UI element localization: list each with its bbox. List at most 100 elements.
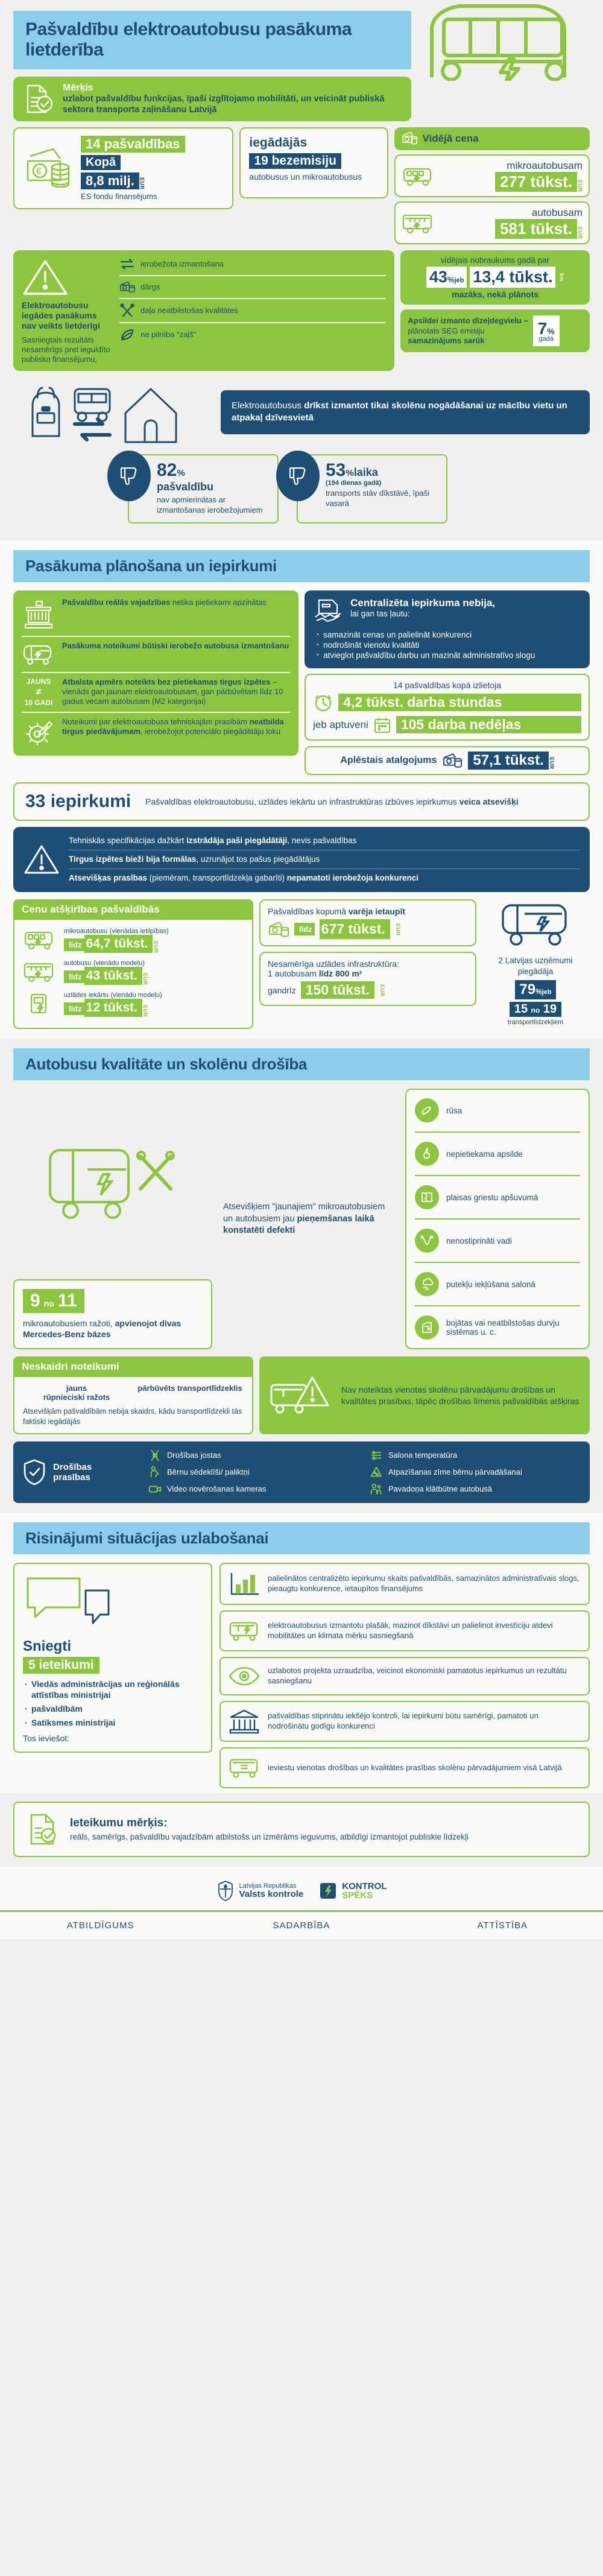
section-planning: Pasākuma plānošana un iepirkumi Pašvaldī… [0, 540, 603, 1039]
clock-icon [315, 695, 332, 711]
solutions-footer: Tos ieviešot: [23, 1733, 70, 1743]
estimated-pay-card: Aplēstais atalgojums 57,1 tūkst. EUR [305, 745, 590, 775]
safety-item-0: Drošības jostas [148, 1449, 360, 1462]
target-1: pašvaldībām [23, 1703, 203, 1714]
warning-bus-icon [270, 1376, 329, 1414]
target-0: Viedās administrācijas un reģionālās att… [23, 1679, 203, 1700]
wire-icon [415, 1229, 439, 1253]
central-bullet-2: atvieglot pašvaldību darbu un mazināt ad… [315, 650, 581, 660]
section2-grid: Pašvaldību reālās vajadzības netika piet… [13, 590, 590, 775]
spec-item-0: Tehniskās specifikācijas dažkārt izstrād… [69, 835, 357, 845]
planning-item-0: Pašvaldību reālās vajadzības netika piet… [22, 598, 290, 631]
no-safety-text: Nav noteiktas vienotas skolēnu pārvadāju… [341, 1385, 579, 1406]
warning-item-3: ne pilnība "zaļš" [119, 328, 386, 342]
money-icon [268, 922, 289, 937]
warning-row: Elektroautobusu iegādes pasākums nav vei… [13, 250, 590, 372]
rec-1: elektroautobusus izmantotu plašāk, mazin… [219, 1610, 590, 1651]
footer-link-2[interactable]: ATTĪSTĪBA [477, 1920, 528, 1931]
suppliers-card: 2 Latvijas uzņēmumi piegādāja 79% jeb 15 … [482, 899, 589, 1026]
hours-mid: jeb aptuveni [313, 718, 368, 730]
section-solutions: Risinājumi situācijas uzlabošanai Sniegt… [0, 1512, 603, 1793]
shield-icon [24, 1459, 45, 1486]
warning-triangle-icon [24, 845, 59, 874]
bus-safe-icon [229, 1759, 258, 1778]
municipalities-count: 14 pašvaldības [81, 136, 185, 153]
central-bullet-0: samazināt cenas un palielināt konkurenci [315, 629, 581, 640]
footer-logos: Latvijas Republikas Valsts kontrole KONT… [0, 1880, 603, 1910]
calendar-icon [374, 717, 390, 733]
safety-item-3: Atpazīšanas zīme bērnu pārvadāšanai [370, 1466, 581, 1479]
mileage-card: vidējais nobraukums gadā par 43%jeb 13,4… [400, 250, 590, 305]
price-diff-card: Cenu atšķirības pašvaldībās mikroautobus… [13, 899, 253, 1030]
rec-4: ieviestu vienotas drošības un kvalitātes… [219, 1747, 590, 1788]
mileage-bottom: mazāks, nekā plānots [452, 290, 539, 300]
money-icon [443, 753, 463, 768]
mileage-unit: km [558, 273, 565, 282]
footer-links: ATBILDĪGUMS SADARBĪBA ATTĪSTĪBA [0, 1910, 603, 1939]
only-school-row: Elektroautobusus drīkst izmantot tikai s… [16, 379, 590, 445]
central-bullet-1: nodrošināt vienotu kvalitāti [315, 639, 581, 650]
diesel-pct-sub: gadā [538, 335, 554, 343]
rec-2: uzlabotos projekta uzraudzība, veicinot … [219, 1656, 590, 1695]
tools-icon [120, 303, 134, 317]
defects-title: Atsevišķiem "jaunajiem" mikroautobusiem … [223, 1202, 385, 1236]
central-sub: lai gan tas ļautu: [350, 609, 410, 618]
spec-issues-card: Tehniskās specifikācijas dažkārt izstrād… [13, 826, 590, 893]
price-item-bus: autobusam 581 tūkst. EUR [394, 201, 590, 245]
thumb-53-pct: 53%laika [326, 460, 378, 481]
suppliers-title: 2 Latvijas uzņēmumi piegādāja [498, 956, 573, 976]
recommendations-count: 5 ieteikumi [23, 1656, 99, 1674]
warning-item-2: daļa neatbilstošas kvalitātes [119, 303, 386, 318]
handshake-doc-icon [315, 599, 341, 622]
stats-row: € 14 pašvaldības Kopā 8,8 milj. EUR ES fo… [13, 127, 590, 245]
safety-label: Drošības prasības [13, 1441, 140, 1503]
thumb-82-pct: 82% [157, 460, 185, 481]
unclear-rules-header: Neskaidri noteikumi [13, 1356, 253, 1378]
unclear-c: pārbūvēts transportlīdzeklis [137, 1384, 242, 1393]
camera-icon [148, 1486, 162, 1493]
thumb-card-53: 53%laika (194 dienas gadā) transports st… [276, 451, 447, 524]
bus-icon [23, 645, 52, 665]
thumb-53-note: (194 dienas gadā) [326, 479, 382, 487]
central-head: Centralizēta iepirkuma nebija, [350, 597, 496, 609]
bus-icon [502, 904, 567, 946]
work-hours-card: 14 pašvaldības kopā izlietoja 4,2 tūkst.… [305, 673, 590, 741]
recommendations-list: palielinātos centralizēto iepirkumu skai… [219, 1562, 590, 1788]
safety-item-5: Pavadoņa klātbūtne autobusā [370, 1483, 581, 1496]
suppliers-pct: 79% jeb [515, 980, 556, 1000]
savings-column: Pašvaldības kopumā varēja ietaupīt līdz 6… [259, 899, 476, 1007]
diesel-pct: 7 [537, 319, 548, 338]
dust-icon [415, 1272, 439, 1297]
planning-issues-card: Pašvaldību reālās vajadzības netika piet… [13, 590, 299, 756]
planning-item-3: Noteikumi par elektroautobusa tehniskajā… [22, 717, 290, 748]
price-unit-micro: EUR [577, 179, 583, 192]
total-note: ES fondu finansējums [81, 192, 157, 201]
target-2: Satiksmes ministrijai [23, 1717, 203, 1728]
jauns-icon: JAUNS ≠ 10 GADI [24, 677, 53, 707]
planning-item-2: JAUNS ≠ 10 GADI Atbalsta apmērs noteikts b… [22, 677, 290, 707]
price-diff-header: Cenu atšķirības pašvaldībās [13, 899, 253, 920]
nine-of-eleven-card: 9 no 11 mikroautobusiem ražoti, apvienojot… [13, 1279, 212, 1350]
section3-title: Autobusu kvalitāte un skolēnu drošība [13, 1048, 590, 1081]
footer-link-0[interactable]: ATBILDĪGUMS [66, 1920, 134, 1931]
funding-card: € 14 pašvaldības Kopā 8,8 milj. EUR ES fo… [13, 127, 234, 210]
solutions-row: Sniegti 5 ieteikumi Viedās administrācij… [13, 1562, 590, 1788]
bus-green-icon [229, 1622, 258, 1641]
defect-3: nenostiprināti vadi [415, 1225, 580, 1256]
building-icon [24, 600, 53, 629]
diesel-c: samazinājums sarūk [408, 335, 485, 345]
defect-1: nepietiekama apsilde [415, 1138, 580, 1169]
bought-card: iegādājās 19 bezemisiju autobusus un mik… [239, 127, 389, 199]
warning-item-1: dārgs [119, 280, 386, 294]
gear-pencil-icon [25, 721, 53, 746]
mileage-jeb: jeb [454, 277, 464, 285]
unclear-rules-row: Neskaidri noteikumi jauns rūpnieciski raž… [13, 1356, 590, 1434]
pay-label: Aplēstais atalgojums [340, 755, 437, 765]
procurements-33-number: 33 iepirkumi [25, 791, 131, 811]
footer-link-1[interactable]: SADARBĪBA [273, 1920, 330, 1931]
document-check-icon [27, 85, 53, 113]
warning-item-1-text: dārgs [140, 282, 160, 291]
central-bullets: samazināt cenas un palielināt konkurenci… [315, 629, 581, 661]
only-school-message: Elektroautobusus drīkst izmantot tikai s… [221, 390, 590, 434]
goal-text: uzlabot pašvaldību funkcijas, īpaši izgl… [63, 94, 385, 115]
